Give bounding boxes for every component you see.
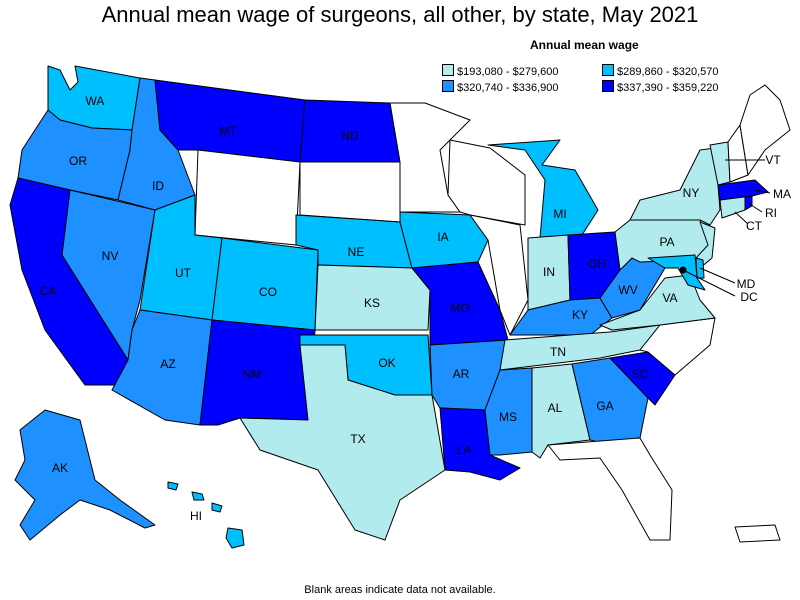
label-al: AL [548, 401, 563, 415]
label-ut: UT [175, 266, 192, 280]
label-ia: IA [437, 230, 448, 244]
label-id: ID [152, 179, 164, 193]
legend-swatch-2 [602, 64, 614, 76]
label-mt: MT [219, 124, 237, 138]
label-ok: OK [378, 356, 395, 370]
label-in: IN [543, 265, 555, 279]
state-ma[interactable] [717, 179, 769, 201]
legend-swatch-4 [602, 80, 614, 92]
label-or: OR [69, 154, 87, 168]
state-wy[interactable] [194, 149, 301, 246]
legend-title: Annual mean wage [530, 38, 639, 52]
ma-callout-line [754, 189, 771, 194]
legend-swatch-3 [442, 80, 454, 92]
legend-entry-1: $193,080 - $279,600 [442, 64, 559, 78]
state-sc[interactable] [609, 351, 676, 406]
state-labels: WA OR CA NV ID MT UT AZ CO NM ND NE KS O… [40, 94, 791, 523]
label-ca: CA [40, 284, 57, 298]
ct-callout-line [734, 211, 749, 225]
state-md[interactable] [647, 254, 706, 291]
legend-entry-3: $320,740 - $336,900 [442, 80, 559, 94]
label-pa: PA [659, 235, 674, 249]
state-ak[interactable] [14, 409, 156, 541]
footnote: Blank areas indicate data not available. [304, 584, 496, 596]
state-pr[interactable] [734, 524, 781, 543]
legend-label-1: $193,080 - $279,600 [457, 66, 559, 78]
label-sc: SC [632, 367, 649, 381]
label-mi: MI [553, 207, 566, 221]
state-sd[interactable] [299, 161, 401, 223]
label-va: VA [662, 291, 677, 305]
state-ks[interactable] [314, 264, 431, 331]
state-va[interactable] [599, 274, 716, 331]
label-wv: WV [618, 283, 637, 297]
label-nd: ND [341, 129, 359, 143]
label-ky: KY [572, 308, 588, 322]
md-callout-line [699, 267, 736, 284]
ri-callout-line [747, 202, 763, 213]
state-ny[interactable] [629, 147, 721, 226]
label-ny: NY [683, 186, 700, 200]
label-tx: TX [350, 432, 365, 446]
legend-entry-4: $337,390 - $359,220 [602, 80, 719, 94]
label-ga: GA [596, 399, 613, 413]
label-md: MD [737, 277, 756, 291]
legend-entry-2: $289,860 - $320,570 [602, 64, 719, 78]
label-co: CO [259, 285, 277, 299]
legend: Annual mean wage $193,080 - $279,600 $28… [440, 36, 719, 96]
state-hi[interactable] [167, 481, 245, 549]
label-la: LA [457, 443, 472, 457]
label-ar: AR [453, 367, 470, 381]
legend-label-3: $320,740 - $336,900 [457, 82, 559, 94]
label-oh: OH [588, 257, 606, 271]
legend-label-4: $337,390 - $359,220 [617, 82, 719, 94]
label-ks: KS [364, 296, 380, 310]
label-ma: MA [773, 187, 791, 201]
label-tn: TN [550, 345, 566, 359]
state-co[interactable] [211, 237, 319, 331]
label-az: AZ [160, 357, 175, 371]
label-wa: WA [86, 94, 105, 108]
label-vt: VT [765, 153, 781, 167]
state-fl[interactable] [547, 437, 673, 541]
label-nm: NM [243, 367, 262, 381]
state-me[interactable] [739, 84, 791, 176]
legend-label-2: $289,860 - $320,570 [617, 66, 719, 78]
state-mi[interactable] [487, 139, 599, 239]
state-ri[interactable] [744, 194, 753, 211]
label-ak: AK [52, 461, 68, 475]
label-ms: MS [499, 410, 517, 424]
legend-swatch-1 [442, 64, 454, 76]
label-mo: MO [450, 301, 469, 315]
label-hi: HI [190, 509, 202, 523]
state-mt[interactable] [154, 79, 306, 163]
label-ne: NE [348, 245, 365, 259]
label-nv: NV [102, 249, 119, 263]
label-ri: RI [765, 206, 777, 220]
state-tx[interactable] [239, 344, 446, 541]
label-dc: DC [740, 290, 758, 304]
dc-callout-line [682, 269, 736, 297]
map-title: Annual mean wage of surgeons, all other,… [101, 2, 699, 27]
label-ct: CT [746, 219, 763, 233]
